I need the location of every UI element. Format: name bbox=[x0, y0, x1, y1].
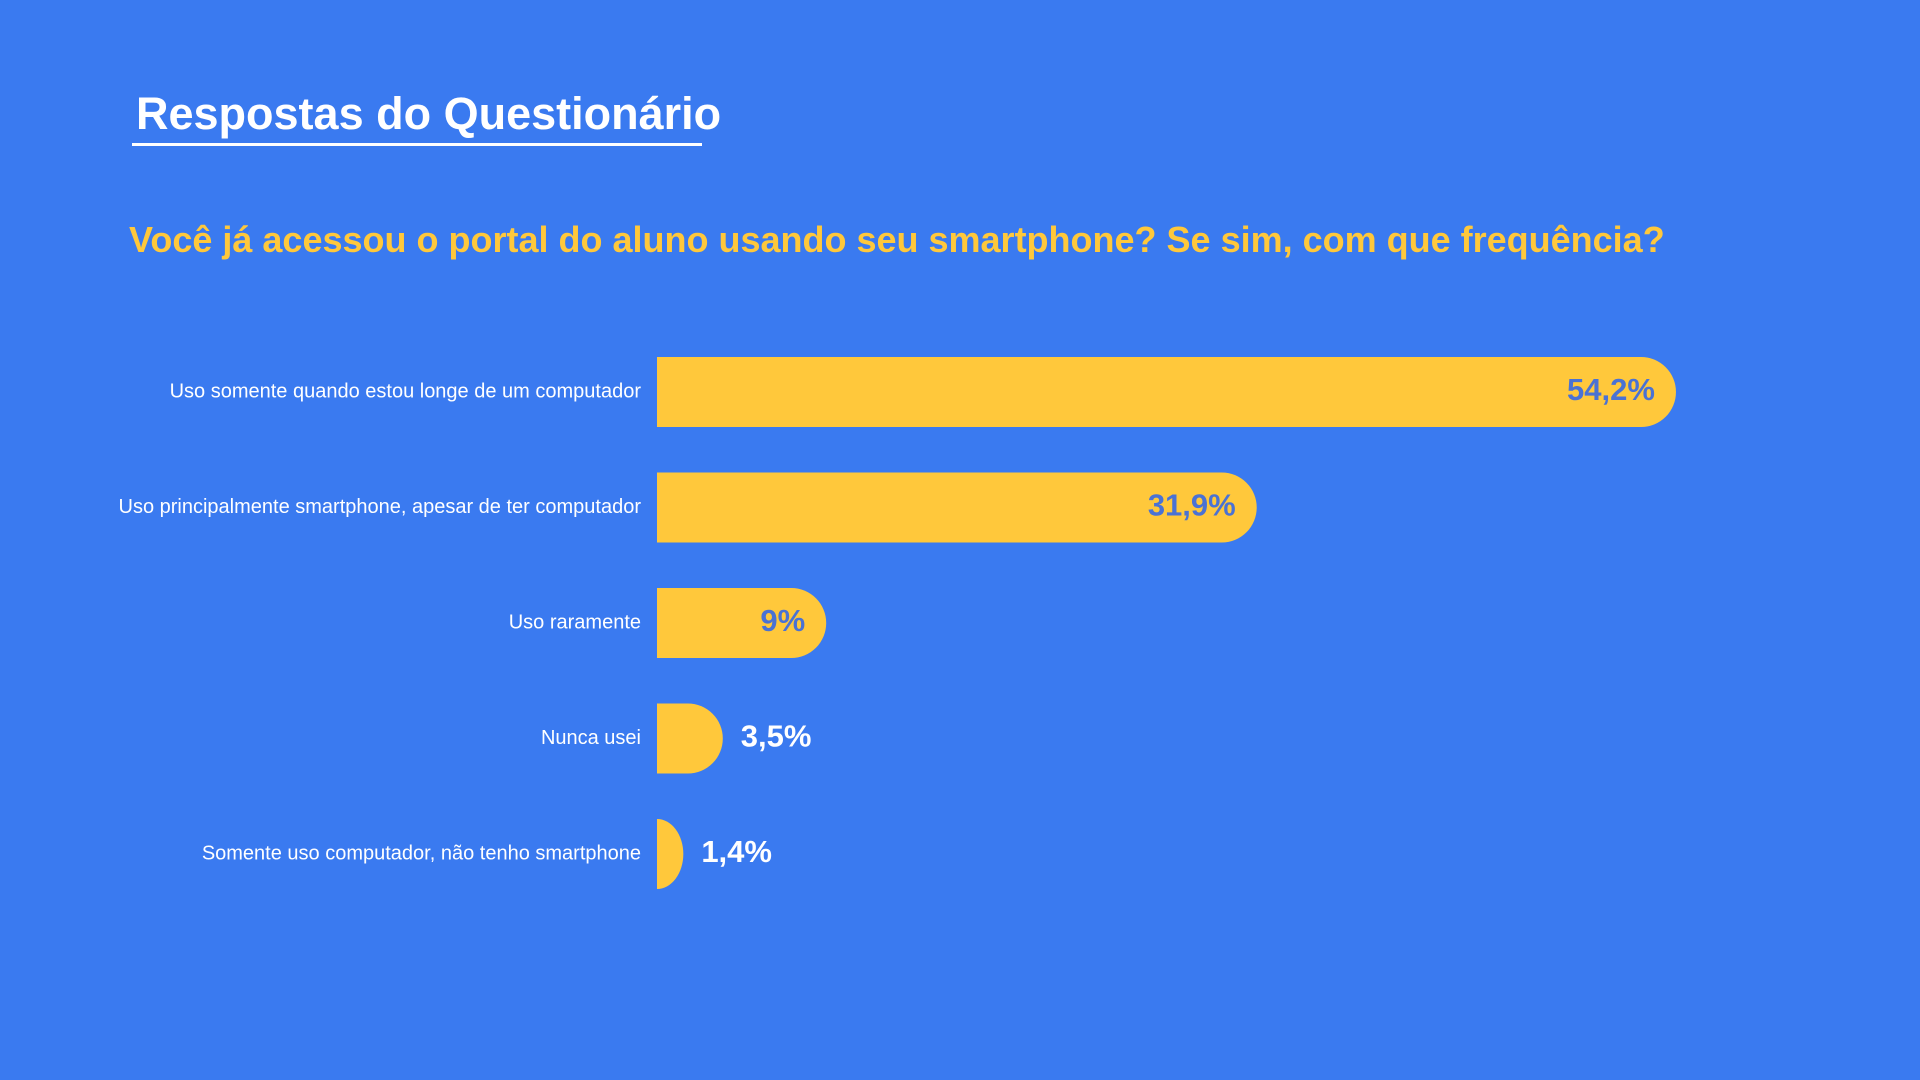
survey-question: Você já acessou o portal do aluno usando… bbox=[129, 219, 1665, 260]
value-label: 3,5% bbox=[741, 719, 812, 754]
category-label: Uso principalmente smartphone, apesar de… bbox=[119, 496, 642, 518]
value-label: 9% bbox=[760, 603, 805, 638]
category-label: Uso raramente bbox=[509, 611, 641, 633]
page-title: Respostas do Questionário bbox=[136, 88, 722, 139]
bar bbox=[657, 819, 684, 889]
bar bbox=[657, 588, 827, 658]
bar bbox=[657, 703, 723, 774]
value-label: 31,9% bbox=[1148, 488, 1236, 523]
bar bbox=[657, 472, 1257, 543]
category-label: Uso somente quando estou longe de um com… bbox=[170, 380, 642, 402]
value-label: 54,2% bbox=[1567, 372, 1655, 407]
bar bbox=[657, 357, 1676, 427]
category-label: Nunca usei bbox=[541, 727, 641, 749]
value-label: 1,4% bbox=[701, 834, 772, 869]
title-underline bbox=[132, 143, 702, 146]
category-label: Somente uso computador, não tenho smartp… bbox=[202, 842, 641, 864]
